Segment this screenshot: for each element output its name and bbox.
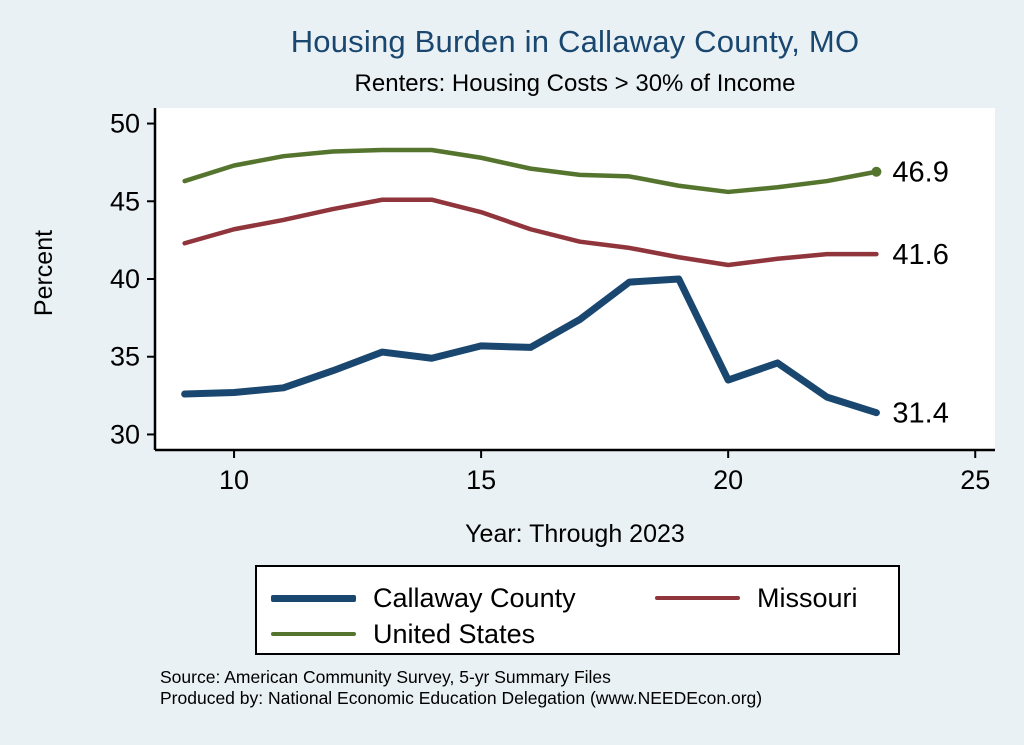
x-axis-label: Year: Through 2023: [465, 520, 685, 548]
svg-text:41.6: 41.6: [892, 239, 948, 271]
svg-text:45: 45: [110, 186, 140, 216]
legend-item-missouri: Missouri: [655, 581, 858, 615]
svg-text:35: 35: [110, 342, 140, 372]
legend-label-missouri: Missouri: [757, 582, 858, 613]
svg-text:31.4: 31.4: [892, 398, 948, 430]
chart-title: Housing Burden in Callaway County, MO: [290, 24, 860, 59]
legend-item-callaway-county: Callaway County: [271, 581, 576, 615]
legend-line-sample-united-states: [271, 631, 356, 637]
legend-item-united-states: United States: [271, 617, 535, 651]
legend-line-sample-missouri: [655, 595, 740, 601]
produced-by-line: Produced by: National Economic Education…: [160, 688, 763, 709]
plot-area: 30 35 40 45 50 10 15 20 25 31.4 41.6 46.9: [110, 108, 995, 495]
svg-text:40: 40: [110, 264, 140, 294]
svg-text:10: 10: [219, 465, 249, 495]
legend-label-united-states: United States: [373, 618, 536, 649]
svg-text:30: 30: [110, 419, 140, 449]
svg-text:46.9: 46.9: [892, 157, 948, 189]
legend: Callaway County Missouri United States: [255, 565, 900, 655]
source-notes: Source: American Community Survey, 5-yr …: [160, 667, 762, 710]
svg-text:50: 50: [110, 109, 140, 139]
svg-text:15: 15: [466, 465, 496, 495]
chart-subtitle: Renters: Housing Costs > 30% of Income: [354, 70, 796, 97]
legend-line-sample-callaway-county: [271, 594, 356, 602]
legend-label-callaway-county: Callaway County: [373, 582, 576, 613]
svg-text:25: 25: [960, 465, 990, 495]
source-line: Source: American Community Survey, 5-yr …: [160, 667, 611, 687]
svg-text:20: 20: [713, 465, 743, 495]
